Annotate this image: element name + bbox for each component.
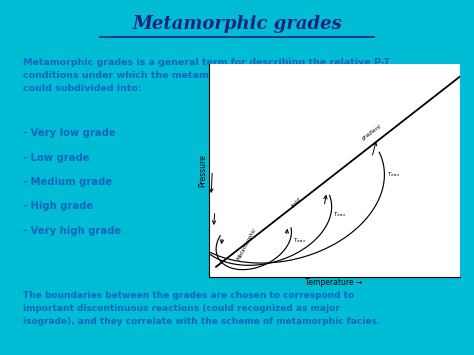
X-axis label: Temperature →: Temperature → (305, 278, 363, 287)
Text: $T_{max}$: $T_{max}$ (387, 170, 400, 179)
Text: - Very high grade: - Very high grade (23, 226, 121, 236)
Text: - Low grade: - Low grade (23, 153, 90, 163)
Y-axis label: Pressure: Pressure (198, 154, 207, 187)
Text: - High grade: - High grade (23, 201, 93, 211)
Text: gradient: gradient (361, 124, 383, 141)
Text: $T_{max}$: $T_{max}$ (293, 236, 306, 245)
Text: - Very low grade: - Very low grade (23, 128, 116, 138)
Text: $T_{max}$: $T_{max}$ (333, 209, 346, 219)
Text: Metamorphic grades is a general term for describing the relative P-T
conditions : Metamorphic grades is a general term for… (23, 58, 390, 93)
Text: Metamorphic: Metamorphic (237, 227, 258, 261)
Text: The boundaries between the grades are chosen to correspond to
important disconti: The boundaries between the grades are ch… (23, 291, 380, 326)
Text: Metamorphic grades: Metamorphic grades (132, 15, 342, 33)
Text: - Medium grade: - Medium grade (23, 177, 112, 187)
Text: field: field (291, 196, 302, 208)
